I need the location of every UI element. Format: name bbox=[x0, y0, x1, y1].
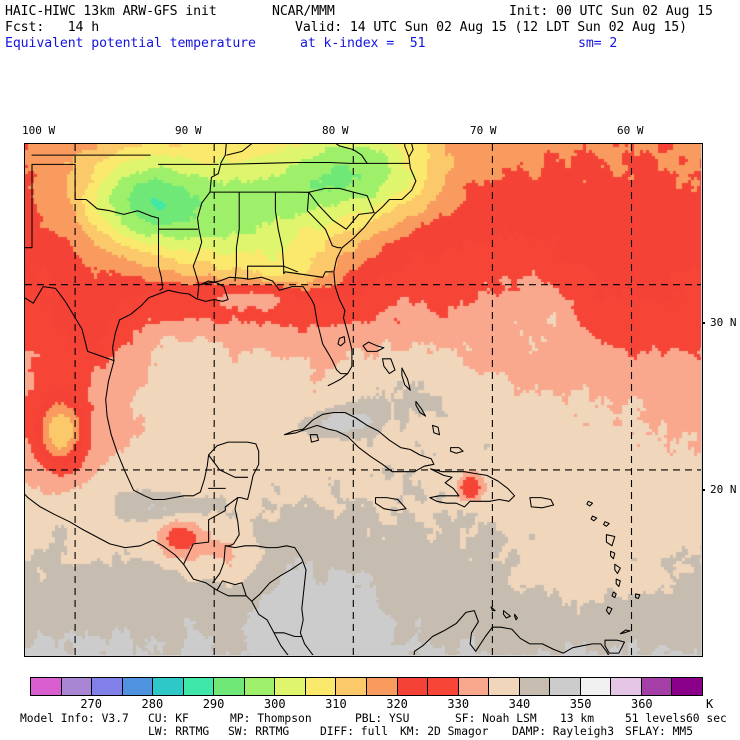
colorbar-swatch-8 bbox=[275, 678, 306, 695]
colorbar-swatch-11 bbox=[367, 678, 398, 695]
init-time-label: Init: 00 UTC Sun 02 Aug 15 bbox=[509, 4, 713, 19]
colorbar-tick-360: 360 bbox=[630, 697, 653, 711]
colorbar-swatch-5 bbox=[183, 678, 215, 695]
colorbar-tick-270: 270 bbox=[80, 697, 103, 711]
colorbar-swatch-13 bbox=[428, 678, 459, 695]
smoothing-label: sm= 2 bbox=[578, 36, 618, 51]
colorbar-swatch-20 bbox=[641, 678, 673, 695]
colorbar-swatch-9 bbox=[305, 678, 337, 695]
lon-tick-label-80w: 80 W bbox=[322, 124, 349, 137]
colorbar-tick-290: 290 bbox=[202, 697, 225, 711]
model-title: HAIC-HIWC 13km ARW-GFS init bbox=[5, 4, 217, 19]
colorbar-swatch-17 bbox=[550, 678, 581, 695]
map-overlay-vectors bbox=[25, 144, 701, 655]
model-info-item: SF: Noah LSM bbox=[455, 712, 537, 725]
colorbar-swatch-10 bbox=[336, 678, 368, 695]
colorbar-swatch-4 bbox=[153, 678, 184, 695]
colorbar-swatch-14 bbox=[458, 678, 490, 695]
colorbar-swatch-1 bbox=[61, 678, 93, 695]
model-info-item: Model Info: V3.7 bbox=[20, 712, 129, 725]
model-info-item: CU: KF bbox=[148, 712, 189, 725]
model-info-item: SFLAY: MM5 bbox=[625, 725, 694, 738]
lon-tick-label-70w: 70 W bbox=[470, 124, 497, 137]
colorbar-swatch-2 bbox=[92, 678, 123, 695]
colorbar-swatch-19 bbox=[611, 678, 642, 695]
colorbar-tick-330: 330 bbox=[447, 697, 470, 711]
coastline-paths bbox=[25, 144, 641, 655]
latlon-gridlines bbox=[25, 144, 701, 655]
model-info-item: SW: RRTMG bbox=[228, 725, 290, 738]
colorbar-swatch-3 bbox=[122, 678, 154, 695]
colorbar-swatch-7 bbox=[244, 678, 276, 695]
colorbar-tick-320: 320 bbox=[386, 697, 408, 711]
lon-tick-label-90w: 90 W bbox=[175, 124, 202, 137]
colorbar-swatch-21 bbox=[672, 678, 703, 695]
colorbar-swatch-18 bbox=[580, 678, 612, 695]
valid-time-label: Valid: 14 UTC Sun 02 Aug 15 (12 LDT Sun … bbox=[295, 20, 687, 35]
model-info-item: LW: RRTMG bbox=[148, 725, 210, 738]
model-info-item: MP: Thompson bbox=[230, 712, 312, 725]
colorbar-tick-280: 280 bbox=[141, 697, 164, 711]
colorbar-tick-350: 350 bbox=[569, 697, 592, 711]
colorbar-swatch-12 bbox=[397, 678, 429, 695]
colorbar-tick-310: 310 bbox=[325, 697, 347, 711]
colorbar-swatch-6 bbox=[214, 678, 245, 695]
lat-tick-label-20n: 20 N bbox=[710, 483, 737, 496]
colorbar-swatch-0 bbox=[31, 678, 62, 695]
colorbar-unit-label: K bbox=[706, 697, 714, 711]
institution-label: NCAR/MMM bbox=[272, 4, 335, 19]
colorbar-tick-300: 300 bbox=[263, 697, 286, 711]
model-info-item: PBL: YSU bbox=[355, 712, 410, 725]
lon-tick-label-60w: 60 W bbox=[617, 124, 644, 137]
lat-tick-label-30n: 30 N bbox=[710, 316, 737, 329]
lon-tick-label-100w: 100 W bbox=[22, 124, 56, 137]
model-info-item: 51 levels bbox=[625, 712, 687, 725]
model-info-item: 60 sec bbox=[686, 712, 727, 725]
level-label: at k-index = 51 bbox=[300, 36, 426, 51]
colorbar-tick-340: 340 bbox=[508, 697, 531, 711]
model-info-item: DIFF: full bbox=[320, 725, 389, 738]
model-info-item: DAMP: Rayleigh3 bbox=[512, 725, 615, 738]
forecast-hour-label: Fcst: 14 h bbox=[5, 20, 100, 35]
colorbar-swatch-15 bbox=[489, 678, 520, 695]
map-plot-area[interactable] bbox=[24, 143, 703, 657]
model-info-item: 13 km bbox=[560, 712, 595, 725]
field-name-label: Equivalent potential temperature bbox=[5, 36, 256, 51]
model-info-item: KM: 2D Smagor bbox=[400, 725, 489, 738]
colorbar[interactable] bbox=[30, 677, 703, 696]
colorbar-swatch-16 bbox=[519, 678, 551, 695]
